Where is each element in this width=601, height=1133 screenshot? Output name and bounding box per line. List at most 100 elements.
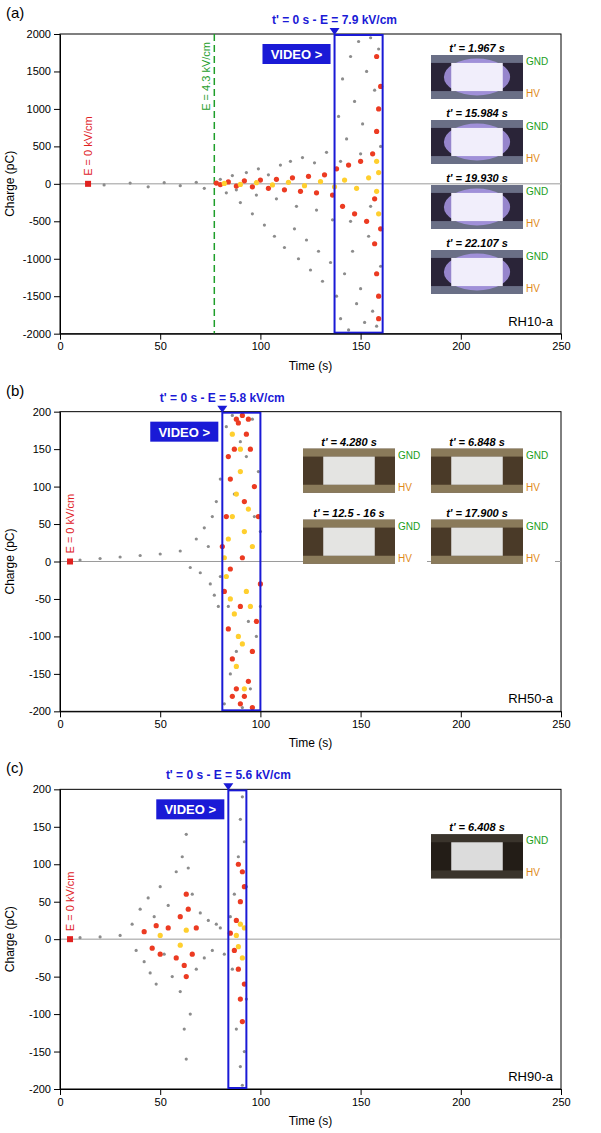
point bbox=[374, 129, 379, 134]
point bbox=[371, 310, 374, 313]
frame-electrode bbox=[431, 834, 523, 842]
point bbox=[376, 106, 381, 111]
video-start-marker bbox=[330, 28, 340, 35]
frame-image bbox=[303, 520, 395, 564]
tick-mark bbox=[54, 789, 60, 790]
point bbox=[235, 188, 238, 191]
point bbox=[159, 885, 162, 888]
frame-background bbox=[431, 55, 555, 99]
point bbox=[239, 818, 242, 821]
tick-label: 50 bbox=[39, 896, 51, 908]
tick-mark bbox=[260, 1089, 261, 1095]
y-axis-title: Charge (pC) bbox=[3, 528, 17, 594]
frame-electrode bbox=[303, 449, 395, 457]
figure-svg: 050100150200250-2000-1500-1000-500050010… bbox=[0, 0, 601, 1133]
point bbox=[358, 159, 363, 164]
tick-label: -150 bbox=[29, 668, 51, 680]
point bbox=[119, 555, 122, 558]
point bbox=[370, 151, 375, 156]
point bbox=[377, 47, 380, 50]
field-marker bbox=[85, 181, 91, 187]
point bbox=[163, 181, 166, 184]
video-button-box bbox=[156, 799, 224, 819]
point bbox=[361, 122, 364, 125]
axis-line bbox=[61, 711, 562, 712]
tick: 100 bbox=[252, 1089, 270, 1108]
point bbox=[339, 160, 342, 163]
point bbox=[295, 205, 298, 208]
run-label: RH10-a bbox=[508, 314, 554, 329]
point bbox=[179, 184, 182, 187]
point bbox=[359, 152, 362, 155]
tick: 100 bbox=[33, 858, 60, 870]
frame-time: t' = 15.984 s bbox=[446, 107, 508, 119]
tick: 1500 bbox=[27, 65, 60, 77]
tick-label: 100 bbox=[33, 481, 51, 493]
point bbox=[239, 1065, 242, 1068]
tick-label: 150 bbox=[352, 718, 370, 730]
tick-mark bbox=[54, 902, 60, 903]
point bbox=[119, 934, 122, 937]
tick-label: 250 bbox=[552, 340, 570, 352]
point bbox=[286, 180, 291, 185]
video-window bbox=[228, 790, 246, 1088]
tick-label: 200 bbox=[33, 406, 51, 418]
frame-background bbox=[431, 250, 555, 294]
video-frame: t' = 4.280 sGNDHV bbox=[303, 436, 427, 493]
point bbox=[244, 432, 249, 437]
point bbox=[242, 178, 247, 183]
electrode-label: GND bbox=[526, 835, 548, 846]
point bbox=[154, 923, 159, 928]
tick-label: -200 bbox=[29, 705, 51, 717]
tick: 50 bbox=[39, 518, 60, 530]
point bbox=[191, 893, 194, 896]
point bbox=[187, 866, 190, 869]
point bbox=[306, 174, 311, 179]
tick-mark bbox=[54, 977, 60, 978]
tick-label: 150 bbox=[352, 340, 370, 352]
point bbox=[207, 545, 210, 548]
point bbox=[266, 186, 271, 191]
series bbox=[214, 54, 384, 321]
panel-letter: (a) bbox=[6, 4, 24, 21]
plot-area bbox=[60, 790, 561, 1088]
axis-line bbox=[60, 35, 61, 335]
point bbox=[376, 316, 381, 321]
field-label: E = 0 kV/cm bbox=[64, 494, 76, 554]
point bbox=[231, 414, 234, 417]
point bbox=[228, 596, 233, 601]
tick: -150 bbox=[29, 1046, 60, 1058]
point bbox=[241, 706, 244, 709]
electrode-label: HV bbox=[398, 553, 412, 564]
tick-label: -1000 bbox=[23, 253, 51, 265]
point bbox=[209, 582, 212, 585]
electrode-label: HV bbox=[526, 283, 540, 294]
tick-mark bbox=[260, 334, 261, 340]
tick-label: 0 bbox=[57, 1096, 63, 1108]
frame-time: t' = 4.280 s bbox=[321, 436, 377, 448]
point bbox=[147, 896, 150, 899]
point bbox=[181, 855, 184, 858]
point bbox=[234, 686, 239, 691]
point bbox=[351, 250, 354, 253]
point bbox=[318, 179, 323, 184]
tick-label: 50 bbox=[39, 518, 51, 530]
point bbox=[226, 454, 231, 459]
tick-label: 0 bbox=[45, 178, 51, 190]
tick-label: 200 bbox=[452, 340, 470, 352]
tick-mark bbox=[54, 1052, 60, 1053]
point bbox=[305, 238, 308, 241]
video-label: t' = 0 s - E = 7.9 kV/cm bbox=[272, 13, 397, 27]
point bbox=[238, 469, 243, 474]
point bbox=[254, 619, 259, 624]
electrode-label: GND bbox=[526, 450, 548, 461]
point bbox=[239, 201, 242, 204]
video-window bbox=[335, 35, 383, 333]
point bbox=[352, 211, 357, 216]
point bbox=[366, 175, 371, 180]
point bbox=[353, 100, 356, 103]
frame-image bbox=[431, 520, 523, 564]
tick-mark bbox=[54, 636, 60, 637]
point bbox=[240, 869, 245, 874]
video-frame: t' = 6.848 sGNDHV bbox=[431, 436, 555, 493]
